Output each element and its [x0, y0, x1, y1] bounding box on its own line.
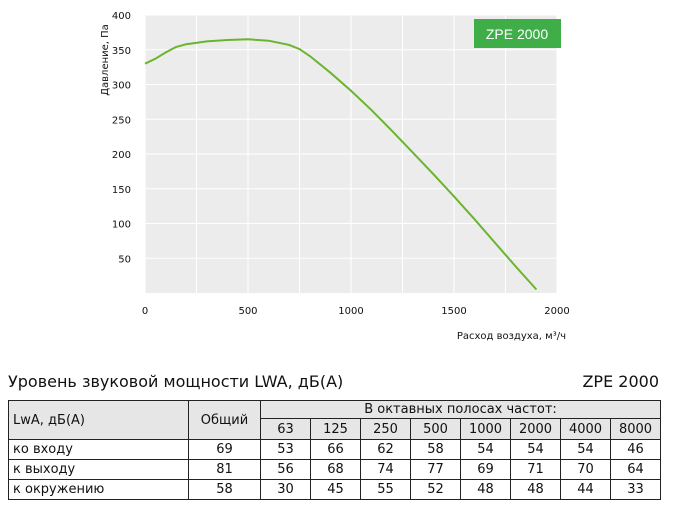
cell: 44	[560, 479, 611, 500]
cell: 58	[410, 439, 461, 460]
y-axis-label: Давление, Па	[100, 24, 111, 96]
x-axis-label: Расход воздуха, м³/ч	[457, 331, 566, 342]
x-tick-labels: 0 500 1000 1500 2000	[142, 306, 570, 317]
cell: 48	[460, 479, 511, 500]
row-label: ко входу	[8, 439, 189, 460]
cell: 64	[610, 459, 661, 480]
cell: 77	[410, 459, 461, 480]
sound-section-title: Уровень звуковой мощности LWA, дБ(A)	[8, 372, 344, 391]
cell: 70	[560, 459, 611, 480]
band-2000: 2000	[510, 418, 561, 440]
cell: 33	[610, 479, 661, 500]
band-4000: 4000	[560, 418, 611, 440]
band-500: 500	[410, 418, 461, 440]
cell: 54	[460, 439, 511, 460]
x-tick-label: 1500	[441, 306, 466, 317]
grid-lines	[144, 14, 558, 293]
cell: 48	[510, 479, 561, 500]
y-tick-label: 250	[112, 115, 131, 126]
y-tick-labels: 50 100 150 200 250 300 350 400	[112, 11, 131, 265]
x-tick-label: 500	[238, 306, 257, 317]
y-tick-label: 350	[112, 46, 131, 57]
cell: 53	[260, 439, 311, 460]
x-tick-label: 1000	[338, 306, 363, 317]
cell: 45	[310, 479, 361, 500]
model-badge-label: ZPE 2000	[486, 26, 548, 42]
cell: 54	[510, 439, 561, 460]
row-total: 69	[188, 439, 261, 460]
row-total: 81	[188, 459, 261, 480]
x-tick-label: 0	[142, 306, 148, 317]
fan-curve-chart: 50 100 150 200 250 300 350 400 0 500 1000 1500 2000…	[100, 11, 570, 342]
cell: 66	[310, 439, 361, 460]
cell: 71	[510, 459, 561, 480]
cell: 74	[360, 459, 411, 480]
cell: 69	[460, 459, 511, 480]
band-1000: 1000	[460, 418, 511, 440]
table-row: к окружению 58 30 45 55 52 48 48 44 33	[8, 479, 661, 500]
y-tick-label: 300	[112, 81, 131, 92]
y-tick-label: 150	[112, 185, 131, 196]
header-bands: В октавных полосах частот:	[260, 399, 661, 420]
y-tick-label: 200	[112, 150, 131, 161]
sound-power-table: LwA, дБ(A) Общий В октавных полосах част…	[8, 399, 661, 500]
cell: 55	[360, 479, 411, 500]
sound-section-model: ZPE 2000	[582, 372, 659, 391]
table-row: ко входу 69 53 66 62 58 54 54 54 46	[8, 439, 661, 460]
cell: 68	[310, 459, 361, 480]
row-total: 58	[188, 479, 261, 500]
header-lwa: LwA, дБ(A)	[8, 400, 189, 440]
row-label: к окружению	[8, 479, 189, 500]
cell: 56	[260, 459, 311, 480]
band-8000: 8000	[610, 418, 661, 440]
y-tick-label: 100	[112, 220, 131, 231]
cell: 46	[610, 439, 661, 460]
row-label: к выходу	[8, 459, 189, 480]
band-125: 125	[310, 418, 361, 440]
cell: 54	[560, 439, 611, 460]
cell: 52	[410, 479, 461, 500]
band-250: 250	[360, 418, 411, 440]
cell: 30	[260, 479, 311, 500]
y-tick-label: 50	[118, 254, 131, 265]
x-tick-label: 2000	[544, 306, 569, 317]
band-63: 63	[260, 418, 311, 440]
cell: 62	[360, 439, 411, 460]
y-tick-label: 400	[112, 11, 131, 22]
model-badge	[474, 19, 561, 48]
header-total: Общий	[188, 400, 261, 440]
series-line-zpe-2000	[144, 38, 538, 291]
table-row: к выходу 81 56 68 74 77 69 71 70 64	[8, 459, 661, 480]
